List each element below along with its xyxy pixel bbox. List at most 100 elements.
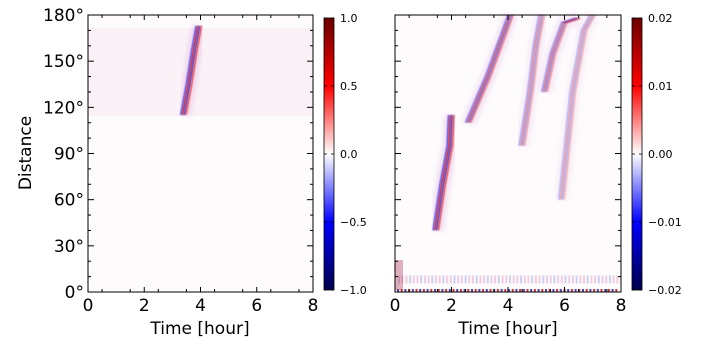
- noise-cell: [516, 275, 519, 284]
- noise-cell: [600, 289, 603, 292]
- wave-front: [521, 14, 544, 146]
- wave-front: [432, 114, 450, 231]
- wave-front: [435, 114, 453, 231]
- wave-front: [523, 14, 546, 146]
- noise-cell: [612, 275, 615, 284]
- noise-cell: [546, 275, 548, 284]
- left-ylabel: Distance: [16, 116, 36, 190]
- colorbar-tick-label: −0.01: [648, 216, 682, 229]
- right-colorbar: 0.02 0.01 0.00 −0.01 −0.02: [631, 12, 682, 297]
- noise-cell: [412, 275, 415, 284]
- y-tick-label: 120°: [43, 98, 84, 118]
- wave-front: [464, 14, 509, 124]
- left-features: [176, 24, 206, 117]
- x-tick-label: 6: [559, 296, 570, 316]
- noise-cell: [527, 275, 530, 284]
- noise-cell: [445, 289, 448, 292]
- noise-cell: [497, 275, 500, 284]
- noise-cell: [567, 289, 570, 292]
- noise-cell: [590, 275, 593, 284]
- right-plot-area: [395, 15, 621, 292]
- noise-cell: [579, 275, 582, 284]
- noise-cell: [397, 289, 399, 292]
- noise-cell: [508, 289, 510, 292]
- colorbar-tick-label: −0.5: [340, 216, 367, 229]
- noise-cell: [526, 289, 529, 292]
- noise-cell: [415, 289, 418, 292]
- noise-cell: [553, 275, 556, 284]
- left-xlabel: Time [hour]: [149, 319, 249, 339]
- wave-front: [183, 25, 201, 116]
- noise-cell: [427, 275, 430, 284]
- noise-cell: [538, 275, 541, 284]
- x-tick-label: 6: [251, 296, 262, 316]
- noise-cell: [500, 289, 503, 292]
- noise-cell: [419, 289, 422, 292]
- noise-cell: [509, 275, 511, 284]
- colorbar-tick-label: 0.01: [648, 80, 673, 93]
- noise-cell: [608, 275, 611, 284]
- x-tick-label: 8: [308, 296, 319, 316]
- wave-front: [468, 14, 513, 124]
- noise-cell: [597, 275, 600, 284]
- x-tick-label: 4: [195, 296, 206, 316]
- x-tick-label: 8: [616, 296, 627, 316]
- noise-cell: [448, 289, 451, 292]
- noise-cell: [401, 275, 404, 284]
- noise-cell: [604, 289, 607, 292]
- x-tick-label: 2: [139, 296, 150, 316]
- noise-cell: [582, 289, 584, 292]
- noise-cell: [605, 275, 608, 284]
- noise-cell: [560, 275, 563, 284]
- noise-cell: [533, 289, 536, 292]
- noise-cell: [449, 275, 452, 284]
- wave-front: [546, 17, 582, 93]
- noise-cell: [479, 275, 482, 284]
- noise-cell: [570, 289, 573, 292]
- noise-cell: [615, 289, 618, 292]
- y-tick-label: 30°: [54, 237, 84, 257]
- noise-cell: [482, 289, 485, 292]
- noise-cell: [453, 275, 456, 284]
- noise-cell: [431, 275, 434, 284]
- noise-cell: [616, 275, 619, 284]
- x-tick-label: 4: [503, 296, 514, 316]
- wave-front: [466, 14, 511, 124]
- left-yticks: 0° 30° 60° 90° 120° 150° 180°: [43, 6, 313, 303]
- noise-cell: [409, 275, 412, 284]
- wave-front: [559, 14, 593, 200]
- noise-cell: [416, 275, 419, 284]
- right-xticks: 0 2 4 6 8: [390, 15, 627, 316]
- noise-cell: [552, 289, 555, 292]
- noise-cell: [464, 275, 467, 284]
- noise-cell: [594, 275, 597, 284]
- wave-front: [518, 14, 540, 146]
- noise-cell: [438, 275, 441, 284]
- noise-cell: [422, 289, 425, 292]
- noise-cell: [512, 275, 515, 284]
- noise-cell: [574, 289, 577, 292]
- noise-cell: [505, 275, 508, 284]
- colorbar-tick-label: 0.5: [340, 80, 358, 93]
- noise-cell: [575, 275, 578, 284]
- noise-cell: [596, 289, 599, 292]
- noise-cell: [556, 289, 559, 292]
- noise-cell: [486, 275, 489, 284]
- noise-cell: [537, 289, 540, 292]
- noise-cell: [435, 275, 437, 284]
- noise-cell: [459, 289, 462, 292]
- noise-cell: [531, 275, 534, 284]
- noise-cell: [542, 275, 545, 284]
- noise-cell: [530, 289, 533, 292]
- noise-cell: [559, 289, 562, 292]
- noise-cell: [571, 275, 574, 284]
- left-panel: 0 2 4 6 8 0° 30° 60° 90° 120° 150° 180° Time [hour…: [16, 6, 318, 339]
- noise-cell: [548, 289, 551, 292]
- colorbar-tick-label: 0.00: [648, 148, 673, 161]
- noise-cell: [504, 289, 507, 292]
- x-tick-label: 0: [390, 296, 401, 316]
- wave-front: [520, 14, 542, 146]
- noise-cell: [441, 289, 444, 292]
- noise-cell: [411, 289, 414, 292]
